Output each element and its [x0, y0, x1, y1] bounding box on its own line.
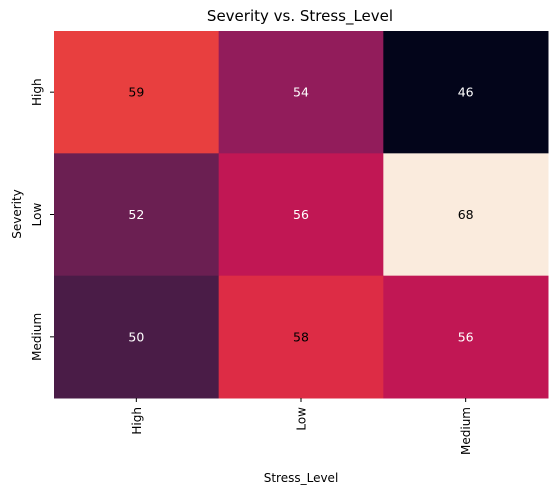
y-tick-label: High	[30, 78, 44, 106]
heatmap-cell-value: 52	[128, 207, 144, 222]
heatmap-cell-value: 46	[458, 85, 474, 100]
y-tick-label: Low	[30, 203, 44, 227]
y-tick-label: Medium	[30, 313, 44, 361]
x-tick-label: High	[130, 407, 144, 435]
y-axis-ticks: High Low Medium	[30, 78, 54, 361]
x-tick-label: Low	[295, 407, 309, 431]
heatmap-cell-value: 50	[128, 329, 144, 344]
heatmap-cell	[383, 153, 549, 277]
y-axis-label: Severity	[10, 189, 24, 239]
heatmap-cell-value: 56	[458, 329, 474, 344]
x-axis-ticks: High Low Medium	[130, 398, 473, 455]
x-axis-label: Stress_Level	[264, 471, 339, 485]
heatmap-cell	[218, 275, 384, 399]
heatmap-cell-value: 59	[128, 85, 144, 100]
heatmap-cell-value: 54	[293, 85, 309, 100]
heatmap-cell	[383, 31, 549, 154]
heatmap-cell	[218, 31, 384, 154]
heatmap-cell	[218, 153, 384, 277]
x-tick-label: Medium	[459, 407, 473, 455]
heatmap-cell	[383, 275, 549, 399]
heatmap-cell-labels: 59 54 46 52 56 68 50 58 56	[128, 85, 473, 345]
heatmap-cell	[54, 275, 220, 399]
heatmap-cells	[54, 31, 549, 399]
heatmap-cell-value: 56	[293, 207, 309, 222]
chart-title: Severity vs. Stress_Level	[207, 7, 393, 26]
heatmap-cell-value: 58	[293, 329, 309, 344]
heatmap-cell-value: 68	[458, 207, 474, 222]
heatmap-cell	[54, 31, 220, 154]
heatmap-cell	[54, 153, 220, 277]
